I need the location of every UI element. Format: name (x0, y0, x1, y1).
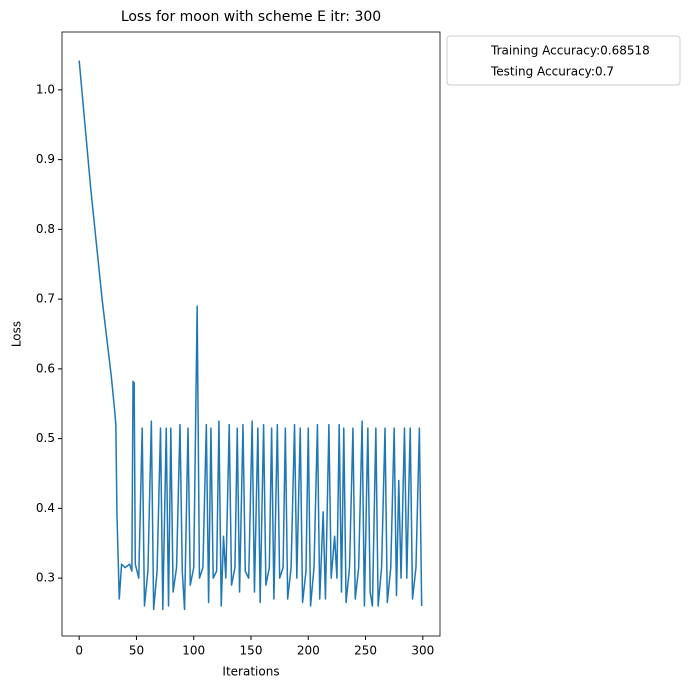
chart-title: Loss for moon with scheme E itr: 300 (121, 9, 381, 25)
x-tick-label: 100 (182, 644, 205, 658)
legend-box (446, 35, 681, 86)
x-tick-label: 150 (240, 644, 263, 658)
x-tick-label: 250 (354, 644, 377, 658)
x-axis-label: Iterations (222, 665, 279, 679)
x-tick-label: 200 (297, 644, 320, 658)
y-tick-label: 0.5 (36, 431, 55, 445)
y-tick-label: 0.8 (36, 222, 55, 236)
y-tick-label: 0.3 (36, 571, 55, 585)
legend-entry: Training Accuracy:0.68518 (490, 44, 650, 58)
y-tick-label: 0.9 (36, 152, 55, 166)
plot-frame (61, 31, 441, 637)
y-axis-label: Loss (10, 321, 24, 347)
x-tick-label: 50 (129, 644, 144, 658)
y-tick-label: 0.4 (36, 501, 55, 515)
y-tick-label: 0.6 (36, 361, 55, 375)
legend-entry: Testing Accuracy:0.7 (490, 65, 614, 79)
y-tick-label: 1.0 (36, 82, 55, 96)
data-line (78, 60, 423, 611)
y-tick-label: 0.7 (36, 292, 55, 306)
x-tick-label: 300 (411, 644, 434, 658)
x-tick-label: 0 (75, 644, 83, 658)
